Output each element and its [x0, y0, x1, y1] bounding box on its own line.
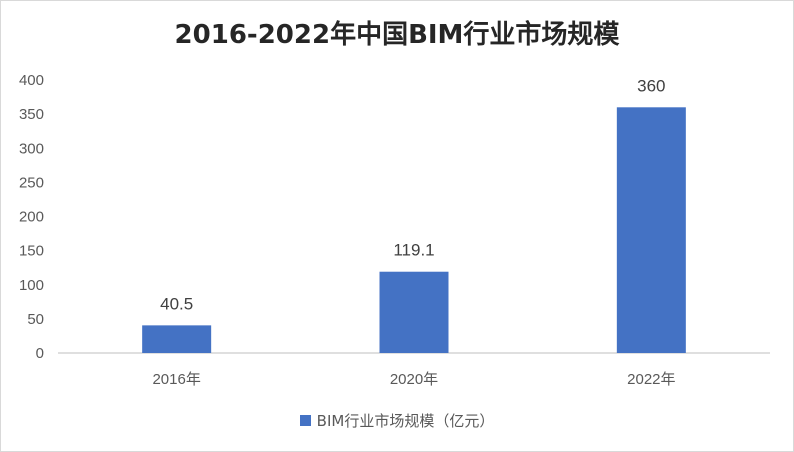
bar [142, 325, 212, 353]
y-tick-label: 400 [19, 72, 44, 89]
x-tick-label: 2016年 [152, 371, 200, 388]
x-tick-label: 2020年 [390, 371, 438, 388]
y-tick-label: 200 [19, 209, 44, 226]
y-tick-label: 50 [27, 311, 44, 328]
y-tick-label: 300 [19, 140, 44, 157]
y-tick-label: 0 [36, 345, 44, 362]
bar [616, 107, 686, 353]
legend-label: BIM行业市场规模（亿元） [316, 412, 495, 430]
legend: BIM行业市场规模（亿元） [0, 410, 794, 431]
x-tick-label: 2022年 [627, 371, 675, 388]
data-label: 119.1 [393, 241, 434, 260]
y-tick-label: 250 [19, 174, 44, 191]
y-tick-label: 100 [19, 277, 44, 294]
y-tick-label: 150 [19, 243, 44, 260]
data-label: 40.5 [160, 294, 193, 313]
chart-title: 2016-2022年中国BIM行业市场规模 [174, 20, 620, 50]
y-tick-label: 350 [19, 106, 44, 123]
legend-swatch [299, 415, 311, 426]
data-label: 360 [637, 76, 665, 95]
bar [379, 271, 449, 353]
